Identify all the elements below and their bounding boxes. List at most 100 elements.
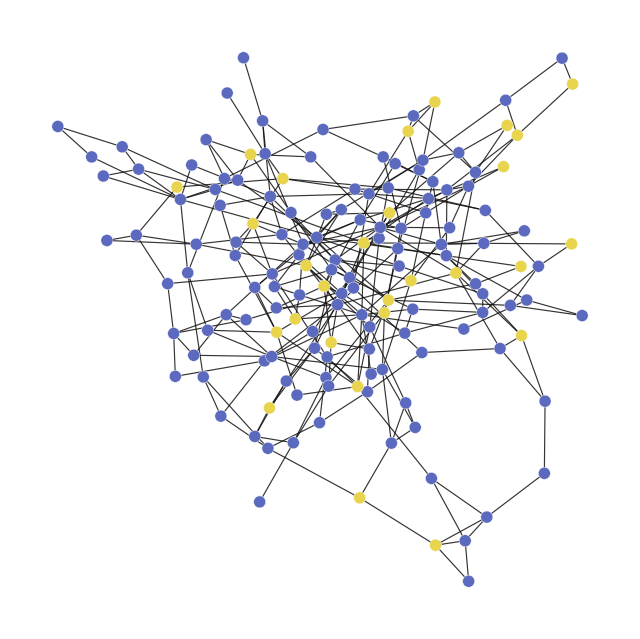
Point	[436, 239, 446, 249]
Point	[408, 304, 418, 314]
Point	[378, 152, 388, 162]
Point	[86, 152, 97, 162]
Point	[460, 535, 470, 546]
Point	[459, 324, 469, 334]
Point	[499, 162, 509, 172]
Point	[281, 376, 291, 386]
Point	[393, 243, 403, 254]
Point	[533, 261, 543, 272]
Point	[259, 356, 269, 366]
Point	[336, 204, 346, 215]
Point	[428, 176, 438, 187]
Point	[401, 398, 411, 408]
Point	[216, 411, 226, 421]
Point	[298, 239, 308, 249]
Point	[400, 328, 410, 338]
Point	[445, 222, 455, 233]
Point	[314, 417, 324, 427]
Point	[344, 273, 355, 283]
Point	[323, 381, 333, 391]
Point	[390, 158, 400, 169]
Point	[479, 238, 489, 249]
Point	[246, 150, 256, 160]
Point	[286, 208, 296, 218]
Point	[241, 314, 251, 325]
Point	[255, 497, 265, 507]
Point	[375, 222, 385, 233]
Point	[540, 468, 550, 479]
Point	[502, 120, 512, 130]
Point	[321, 209, 332, 219]
Point	[577, 311, 588, 321]
Point	[348, 283, 358, 293]
Point	[480, 205, 490, 215]
Point	[406, 275, 416, 286]
Point	[294, 290, 305, 300]
Point	[263, 443, 273, 454]
Point	[470, 279, 481, 289]
Point	[278, 174, 288, 184]
Point	[522, 295, 532, 305]
Point	[248, 219, 258, 229]
Point	[98, 171, 108, 181]
Point	[175, 194, 186, 204]
Point	[500, 95, 511, 105]
Point	[222, 88, 232, 98]
Point	[420, 208, 431, 218]
Point	[276, 229, 287, 240]
Point	[250, 431, 260, 442]
Point	[364, 189, 374, 199]
Point	[257, 116, 268, 126]
Point	[358, 238, 369, 248]
Point	[463, 181, 474, 191]
Point	[172, 182, 182, 192]
Point	[414, 165, 424, 175]
Point	[454, 148, 464, 158]
Point	[318, 125, 328, 135]
Point	[418, 155, 428, 166]
Point	[355, 215, 365, 225]
Point	[215, 200, 225, 210]
Point	[441, 250, 451, 261]
Point	[463, 576, 474, 587]
Point	[170, 371, 180, 381]
Point	[198, 372, 209, 382]
Point	[292, 390, 302, 400]
Point	[231, 237, 241, 247]
Point	[321, 373, 331, 383]
Point	[408, 111, 419, 121]
Point	[238, 52, 248, 63]
Point	[423, 194, 433, 204]
Point	[380, 308, 390, 318]
Point	[477, 289, 488, 299]
Point	[260, 149, 270, 159]
Point	[410, 422, 420, 433]
Point	[326, 265, 337, 275]
Point	[163, 279, 173, 289]
Point	[394, 261, 404, 271]
Point	[512, 130, 522, 141]
Point	[221, 309, 231, 320]
Point	[230, 250, 241, 261]
Point	[495, 343, 505, 353]
Point	[232, 175, 243, 185]
Point	[426, 473, 436, 484]
Point	[505, 300, 515, 311]
Point	[387, 438, 397, 448]
Point	[189, 350, 199, 360]
Point	[355, 493, 365, 503]
Point	[187, 160, 197, 170]
Point	[350, 184, 360, 194]
Point	[337, 288, 347, 298]
Point	[210, 184, 220, 194]
Point	[366, 369, 376, 379]
Point	[326, 337, 336, 348]
Point	[442, 185, 452, 195]
Point	[264, 403, 275, 413]
Point	[312, 232, 322, 242]
Point	[362, 387, 372, 397]
Point	[430, 540, 440, 550]
Point	[330, 255, 340, 265]
Point	[294, 250, 304, 260]
Point	[288, 438, 298, 448]
